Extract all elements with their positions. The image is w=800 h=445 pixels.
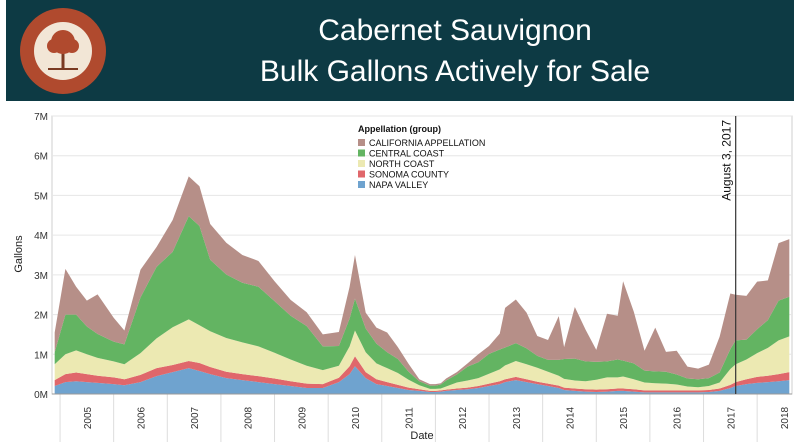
x-tick-label: 2006 [136, 406, 147, 429]
turrentine-brokerage-logo [18, 6, 108, 96]
x-tick-label: 2009 [297, 406, 308, 429]
x-tick-label: 2011 [405, 407, 416, 429]
stacked-area-chart: 0M 1M 2M 3M 4M 5M 6M 7M 2005 2006 2007 2008 2009 2010… [0, 104, 800, 445]
y-tick-label: 0M [34, 390, 48, 401]
legend-label: NAPA VALLEY [369, 180, 428, 190]
y-axis-title: Gallons [13, 235, 25, 273]
y-tick-label: 3M [34, 271, 48, 282]
x-tick-label: 2018 [780, 406, 791, 429]
legend-label: CENTRAL COAST [369, 149, 445, 159]
y-tick-label: 7M [34, 112, 48, 123]
y-tick-label: 1M [34, 350, 48, 361]
y-tick-label: 6M [34, 152, 48, 163]
x-tick-label: 2014 [565, 406, 576, 429]
x-tick-label: 2010 [351, 406, 362, 429]
annotation-label: August 3, 2017 [720, 120, 734, 201]
chart-title-line-1: Cabernet Sauvignon [116, 14, 794, 48]
x-tick-label: 2005 [83, 406, 94, 429]
x-tick-label: 2007 [190, 406, 201, 429]
x-tick-label: 2015 [619, 406, 630, 429]
x-tick-label: 2016 [673, 406, 684, 429]
legend-swatch [358, 181, 365, 188]
header-banner: Cabernet Sauvignon Bulk Gallons Actively… [6, 0, 794, 101]
legend-swatch [358, 160, 365, 167]
legend-swatch [358, 139, 365, 146]
x-tick-label: 2017 [726, 406, 737, 429]
legend-title: Appellation (group) [358, 124, 441, 134]
y-tick-label: 2M [34, 311, 48, 322]
y-tick-label: 5M [34, 191, 48, 202]
legend-label: NORTH COAST [369, 159, 435, 169]
y-tick-label: 4M [34, 231, 48, 242]
chart-title-line-2: Bulk Gallons Actively for Sale [116, 55, 794, 89]
x-tick-label: 2013 [512, 406, 523, 429]
legend-label: CALIFORNIA APPELLATION [369, 138, 485, 148]
legend-swatch [358, 150, 365, 157]
legend-label: SONOMA COUNTY [369, 170, 449, 180]
x-tick-label: 2008 [244, 406, 255, 429]
x-tick-label: 2012 [458, 406, 469, 429]
x-axis-title: Date [410, 430, 433, 442]
legend-swatch [358, 171, 365, 178]
